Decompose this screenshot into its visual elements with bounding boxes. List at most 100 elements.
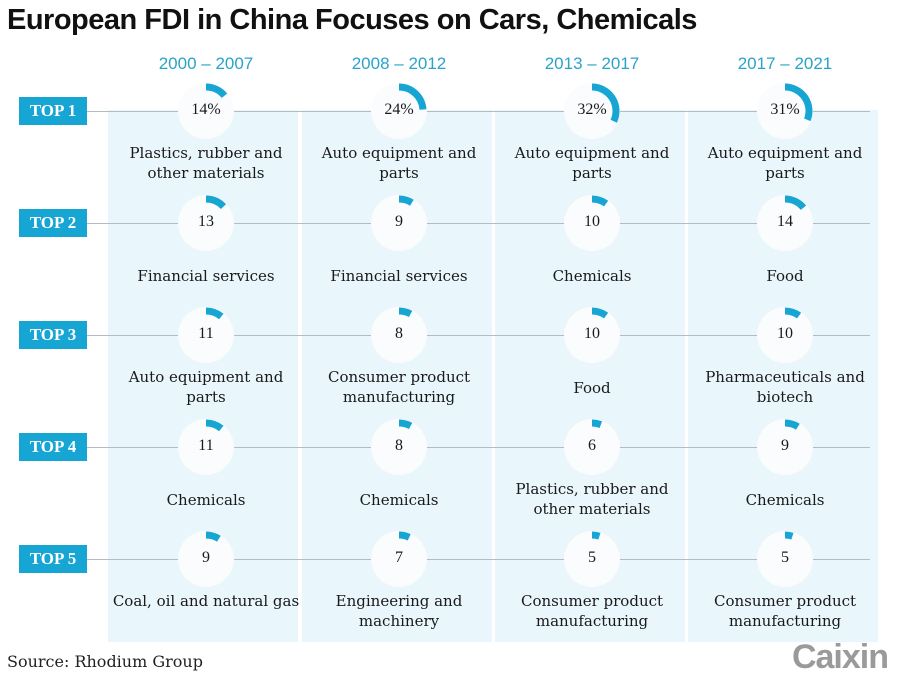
sector-label: Auto equipment and parts	[514, 144, 670, 182]
share-value-label: 6	[588, 437, 596, 454]
share-value-label: 8	[395, 437, 403, 454]
donut-background	[371, 531, 427, 587]
sector-label: Pharmaceuticals and biotech	[705, 368, 865, 406]
donut-background	[757, 83, 813, 139]
rank-label: TOP 5	[19, 545, 87, 573]
share-arc	[398, 419, 413, 430]
period-header: 2000 – 2007	[158, 54, 254, 73]
donut-background	[371, 419, 427, 475]
donut-background	[178, 83, 234, 139]
donut-background	[564, 307, 620, 363]
share-donut	[757, 419, 813, 475]
share-donut	[178, 307, 234, 363]
share-value-label: 5	[588, 549, 596, 566]
share-arc	[398, 195, 414, 206]
share-arc	[205, 419, 224, 432]
share-donut	[371, 195, 427, 251]
rank-label: TOP 1	[19, 97, 87, 125]
donut-background	[564, 195, 620, 251]
sector-label: Financial services	[330, 267, 468, 285]
share-value-label: 7	[395, 549, 403, 566]
row-divider-line	[87, 223, 870, 224]
share-donut	[757, 531, 813, 587]
share-value-label: 31%	[770, 101, 800, 118]
share-arc	[784, 531, 794, 540]
sector-label: Chemicals	[745, 491, 825, 509]
sector-label: Chemicals	[359, 491, 439, 509]
row-divider-line	[87, 447, 870, 448]
sector-label: Plastics, rubber and other materials	[129, 144, 283, 182]
share-donut	[371, 83, 427, 139]
rank-label: TOP 4	[19, 433, 87, 461]
donut-background	[757, 195, 813, 251]
share-donut	[564, 83, 620, 139]
sector-label: Auto equipment and parts	[707, 144, 863, 182]
donut-background	[757, 307, 813, 363]
share-arc	[205, 531, 221, 542]
sector-label: Consumer product manufacturing	[520, 592, 664, 630]
share-value-label: 14	[777, 213, 793, 230]
share-value-label: 11	[198, 325, 214, 342]
share-value-label: 8	[395, 325, 403, 342]
share-donut	[371, 419, 427, 475]
share-donut	[564, 531, 620, 587]
sector-label: Food	[766, 267, 804, 285]
donut-background	[178, 195, 234, 251]
sector-label: Food	[573, 379, 611, 397]
share-arc	[398, 531, 411, 541]
row-divider-line	[87, 111, 870, 112]
source-note: Source: Rhodium Group	[7, 652, 203, 671]
share-arc	[591, 531, 601, 540]
share-arc	[784, 83, 813, 122]
donut-background	[371, 195, 427, 251]
sector-label: Consumer product manufacturing	[713, 592, 857, 630]
donut-background	[371, 307, 427, 363]
sector-label: Financial services	[137, 267, 275, 285]
share-value-label: 11	[198, 437, 214, 454]
donut-background	[757, 531, 813, 587]
share-donut	[564, 419, 620, 475]
sector-label: Consumer product manufacturing	[327, 368, 471, 406]
share-value-label: 14%	[191, 101, 221, 118]
donut-background	[178, 531, 234, 587]
share-value-label: 10	[584, 325, 600, 342]
donut-background	[371, 83, 427, 139]
share-value-label: 10	[584, 213, 600, 230]
share-value-label: 9	[395, 213, 403, 230]
share-value-label: 9	[781, 437, 789, 454]
share-donut	[564, 307, 620, 363]
donut-background	[564, 419, 620, 475]
share-arc	[591, 419, 603, 428]
sector-label: Auto equipment and parts	[321, 144, 477, 182]
share-donut	[178, 419, 234, 475]
share-donut	[178, 83, 234, 139]
share-arc	[784, 307, 802, 319]
chart-title: European FDI in China Focuses on Cars, C…	[7, 4, 697, 36]
period-header: 2013 – 2017	[544, 54, 640, 73]
share-arc	[398, 307, 413, 318]
sector-label: Plastics, rubber and other materials	[515, 480, 669, 518]
share-donut	[757, 195, 813, 251]
share-arc	[398, 83, 427, 110]
share-arc	[784, 419, 800, 430]
rank-label: TOP 2	[19, 209, 87, 237]
donut-background	[178, 419, 234, 475]
row-divider-line	[87, 559, 870, 560]
share-arc	[205, 83, 228, 99]
donut-background	[564, 83, 620, 139]
share-donut	[757, 307, 813, 363]
donut-background	[564, 531, 620, 587]
sector-label: Coal, oil and natural gas	[112, 592, 300, 610]
share-value-label: 32%	[577, 101, 607, 118]
sector-label: Chemicals	[552, 267, 632, 285]
share-value-label: 9	[202, 549, 210, 566]
share-arc	[591, 307, 609, 319]
donut-background	[178, 307, 234, 363]
share-value-label: 13	[198, 213, 214, 230]
donut-background	[757, 419, 813, 475]
rank-label: TOP 3	[19, 321, 87, 349]
share-donut	[371, 531, 427, 587]
share-donut	[178, 195, 234, 251]
share-value-label: 10	[777, 325, 793, 342]
share-arc	[205, 307, 224, 320]
